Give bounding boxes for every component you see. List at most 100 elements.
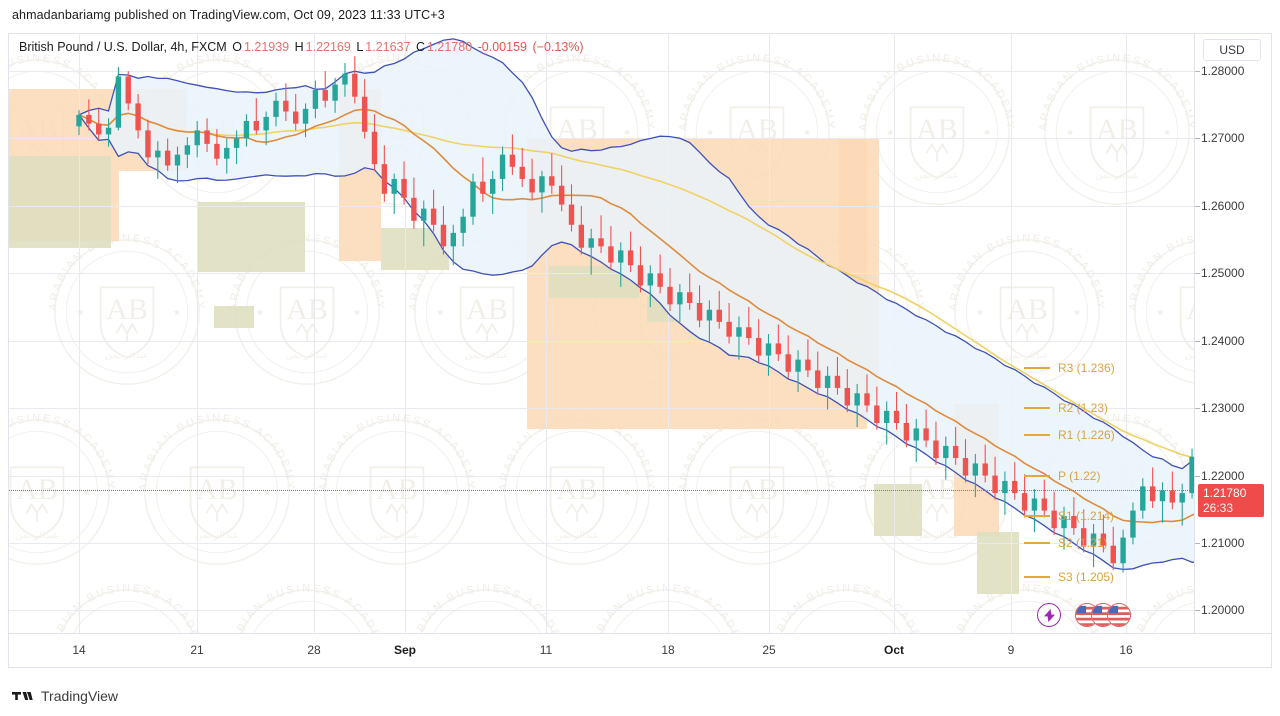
legend-high-label: H bbox=[294, 40, 304, 54]
candle-body bbox=[401, 178, 407, 198]
candle-body bbox=[450, 232, 456, 247]
chart-plot-area[interactable]: ARABIAN BUSINESS ACADEMYAB★★عبدالرحمنARA… bbox=[9, 34, 1196, 634]
candle-body bbox=[460, 216, 466, 233]
candle-body bbox=[361, 96, 368, 132]
time-tick-label: 9 bbox=[1007, 643, 1015, 657]
candle-body bbox=[1149, 486, 1156, 502]
tradingview-logo-icon bbox=[12, 692, 33, 700]
price-tick-label: 1.21000 bbox=[1201, 535, 1245, 550]
time-axis[interactable]: 14 21 28 Sep 11 18 25 Oct 9 16 bbox=[9, 633, 1271, 667]
legend-close-label: C bbox=[415, 40, 425, 54]
price-axis[interactable]: USD 1.28000 1.27000 1.26000 1.25000 1.24000 1… bbox=[1194, 34, 1271, 634]
tradingview-footer: TradingView bbox=[12, 688, 118, 704]
candle-body bbox=[243, 120, 250, 139]
candle-body bbox=[677, 292, 683, 305]
candle-body bbox=[204, 130, 210, 144]
time-tick-label: 25 bbox=[762, 643, 776, 657]
pivot-line-dash bbox=[1024, 434, 1050, 437]
candle-body bbox=[214, 143, 220, 159]
candle-body bbox=[696, 302, 703, 321]
candle-body bbox=[805, 359, 811, 371]
candle-body bbox=[1110, 545, 1116, 564]
candle-body bbox=[598, 238, 604, 247]
pivot-level-p: P (1.22) bbox=[1024, 469, 1100, 483]
candle-body bbox=[706, 309, 713, 321]
candle-body bbox=[1130, 510, 1136, 538]
candle-body bbox=[322, 89, 328, 101]
candle-body bbox=[618, 250, 624, 263]
time-tick-label: 11 bbox=[539, 643, 553, 657]
candle-body bbox=[499, 154, 506, 179]
candle-body bbox=[874, 405, 880, 423]
candle-body bbox=[519, 166, 525, 179]
legend-change-percent: (−0.13%) bbox=[532, 40, 584, 54]
candle-body bbox=[775, 343, 782, 355]
pivot-line-dash bbox=[1024, 541, 1050, 544]
candle-body bbox=[105, 127, 112, 135]
candle-body bbox=[283, 100, 289, 112]
price-tick-mark bbox=[1195, 273, 1200, 275]
candle-body bbox=[765, 343, 772, 356]
pivot-level-r1: R1 (1.226) bbox=[1024, 428, 1115, 442]
candle-body bbox=[657, 273, 663, 287]
candle-body bbox=[578, 224, 585, 248]
pivot-line-dash bbox=[1024, 474, 1050, 477]
candle-body bbox=[736, 327, 742, 337]
price-tick-label: 1.28000 bbox=[1201, 64, 1245, 79]
legend-close-value: 1.21780 bbox=[426, 40, 473, 54]
candle-body bbox=[588, 238, 594, 248]
price-tick-mark bbox=[1195, 340, 1200, 342]
pivot-level-s3: S3 (1.205) bbox=[1024, 570, 1114, 584]
pivot-line-dash bbox=[1024, 366, 1050, 369]
candle-body bbox=[755, 338, 762, 356]
price-tick-mark bbox=[1195, 610, 1200, 612]
chart-frame: ARABIAN BUSINESS ACADEMYAB★★عبدالرحمنARA… bbox=[8, 33, 1272, 668]
candle-body bbox=[164, 150, 171, 166]
legend-symbol[interactable]: British Pound / U.S. Dollar, 4h, FXCM bbox=[19, 40, 227, 54]
pivot-label: P (1.22) bbox=[1058, 468, 1101, 483]
price-tick-label: 1.23000 bbox=[1201, 401, 1245, 416]
candle-body bbox=[1031, 498, 1038, 511]
time-tick-label: 18 bbox=[661, 643, 675, 657]
candle-body bbox=[647, 273, 653, 286]
candle-body bbox=[86, 114, 92, 124]
pivot-label: S2 (1.21) bbox=[1058, 535, 1108, 550]
price-tick-mark bbox=[1195, 138, 1200, 140]
time-tick-label: 21 bbox=[190, 643, 204, 657]
candle-body bbox=[687, 292, 693, 303]
candle-body bbox=[430, 208, 437, 225]
candle-body bbox=[903, 422, 910, 441]
pivot-label: R2 (1.23) bbox=[1058, 401, 1109, 416]
symbol-badges bbox=[1037, 603, 1131, 627]
candle-body bbox=[391, 178, 397, 194]
candle-body bbox=[302, 108, 309, 124]
time-tick-label: 28 bbox=[307, 643, 321, 657]
bar-countdown: 26:33 bbox=[1203, 501, 1234, 516]
candle-body bbox=[746, 327, 752, 339]
pivot-label: R3 (1.236) bbox=[1058, 360, 1115, 375]
pivot-line-dash bbox=[1024, 515, 1050, 518]
pivot-level-s2: S2 (1.21) bbox=[1024, 536, 1107, 550]
time-tick-label: 16 bbox=[1119, 643, 1133, 657]
price-tick-mark bbox=[1195, 408, 1200, 410]
candle-body bbox=[933, 440, 939, 459]
candle-body bbox=[608, 246, 614, 263]
candle-body bbox=[440, 224, 447, 247]
publish-byline: ahmadanbariamg published on TradingView.… bbox=[12, 8, 445, 22]
candle-body bbox=[834, 375, 841, 388]
usd-flag-group[interactable] bbox=[1075, 603, 1131, 627]
pivot-line-dash bbox=[1024, 407, 1050, 410]
time-tick-label: Sep bbox=[393, 643, 417, 657]
candle-body bbox=[411, 197, 417, 221]
price-tick-mark bbox=[1195, 475, 1200, 477]
currency-badge[interactable]: USD bbox=[1203, 39, 1261, 61]
candle-body bbox=[263, 116, 269, 131]
lightning-bolt-icon[interactable] bbox=[1037, 603, 1061, 627]
candle-body bbox=[539, 176, 545, 193]
candle-body bbox=[854, 393, 860, 406]
candle-body bbox=[795, 359, 801, 372]
candle-body bbox=[972, 463, 979, 476]
current-price-line bbox=[9, 490, 1196, 492]
